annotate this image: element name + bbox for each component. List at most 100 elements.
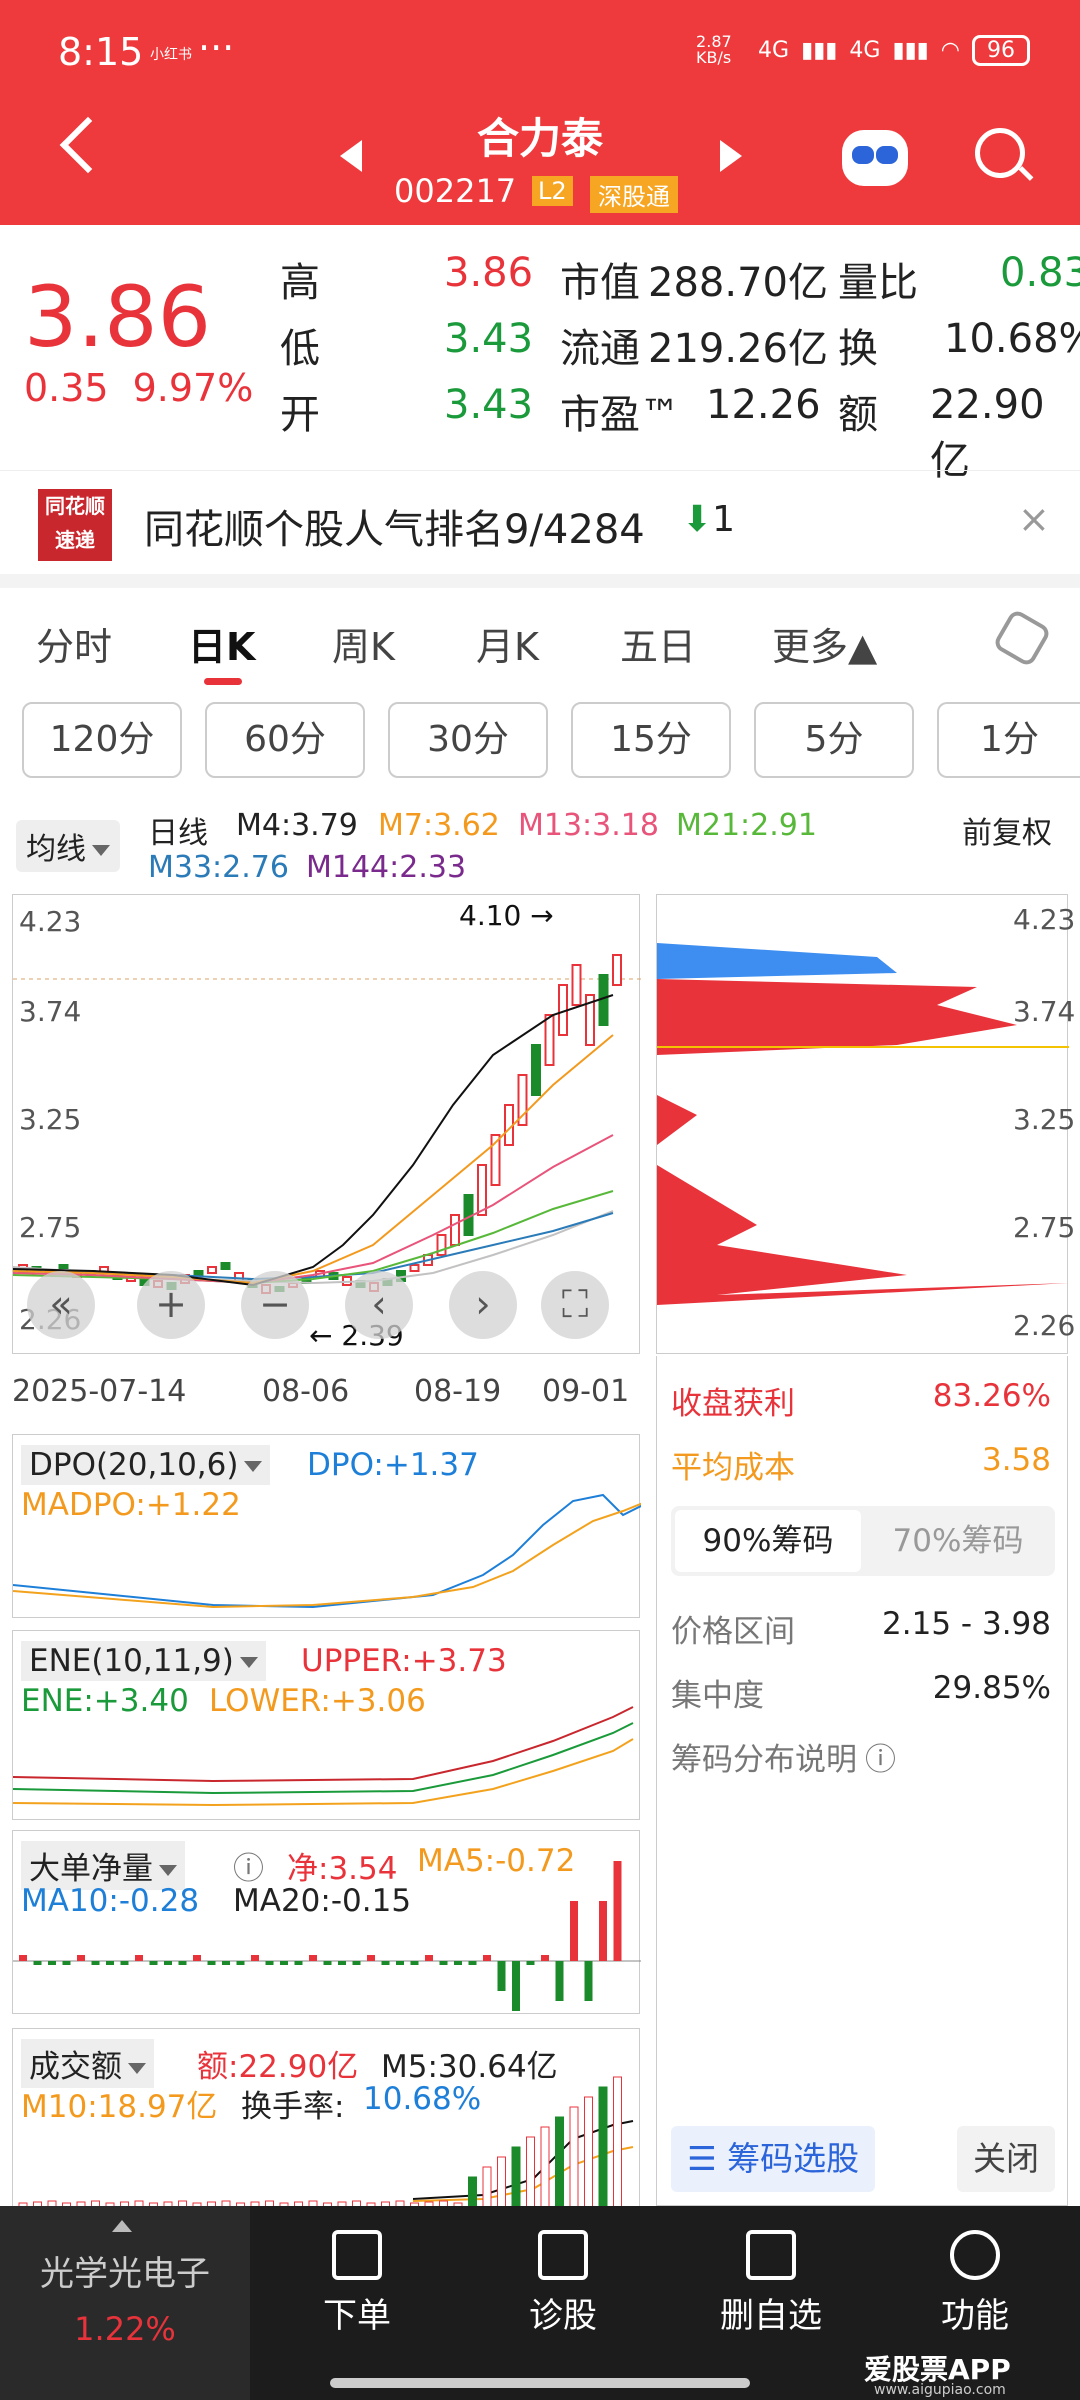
ene-selector[interactable]: ENE(10,11,9) [21, 1641, 266, 1681]
pan-right-icon[interactable]: › [449, 1271, 517, 1339]
pan-left-icon[interactable]: ‹ [345, 1271, 413, 1339]
fullscreen-icon[interactable]: ⛶ [541, 1271, 609, 1339]
dpo-value: DPO:+1.37 [307, 1447, 479, 1483]
vol-ratio-label: 量比 [838, 260, 918, 306]
bigorder-bar [77, 1955, 85, 1961]
chip-explain-link[interactable]: 筹码分布说明 ⓘ [671, 1734, 1051, 1779]
function-button[interactable]: 功能 [920, 2230, 1030, 2337]
remove-watchlist-button[interactable]: 删自选 [706, 2230, 836, 2337]
high-label: 高 [280, 260, 320, 306]
low-value: 3.43 [444, 316, 534, 362]
sector-pct: 1.22% [74, 2310, 176, 2348]
tab-70-chip[interactable]: 70%筹码 [892, 1523, 1024, 1559]
period-label: 日线 [148, 816, 208, 851]
bigorder-bar [526, 1961, 535, 1965]
bottom-toolbar: 光学光电子 1.22% 下单 诊股 删自选 功能 爱股票APP www.aigu… [0, 2206, 1080, 2400]
prev-stock-icon[interactable] [340, 140, 362, 172]
bigorder-selector[interactable]: 大单净量 [21, 1841, 185, 1890]
chip-distribution-chart[interactable]: 4.23 3.74 3.25 2.75 2.26 [656, 894, 1075, 1354]
volume-name: 成交额 [29, 2049, 122, 2085]
volume-bar [584, 2096, 593, 2207]
chip-select-button[interactable]: ☰ 筹码选股 [671, 2126, 876, 2192]
chip-close-button[interactable]: 关闭 [957, 2126, 1055, 2192]
ene-panel[interactable]: ENE(10,11,9) UPPER:+3.73 ENE:+3.40 LOWER… [12, 1630, 640, 1820]
bigorder-bar [454, 1961, 462, 1965]
tab-monthly-k[interactable]: 月K [476, 625, 539, 669]
rank-text: 同花顺个股人气排名9/4284 [144, 507, 645, 553]
tab-90-chip[interactable]: 90%筹码 [675, 1510, 861, 1572]
kline-chart[interactable]: 4.23 3.74 3.25 2.75 2.26 4.10 → ← 2.39 «… [12, 894, 641, 1354]
tab-five-day[interactable]: 五日 [620, 625, 697, 669]
sector-block[interactable]: 光学光电子 1.22% [0, 2206, 250, 2400]
bigorder-bar [193, 1955, 201, 1961]
close-icon[interactable]: × [1018, 497, 1050, 541]
popularity-banner[interactable]: 同花顺 速递 同花顺个股人气排名9/4284 ⬇1 × [0, 470, 1080, 570]
candle [585, 994, 595, 1046]
pill-120min[interactable]: 120分 [22, 702, 182, 778]
zoom-in-icon[interactable]: + [137, 1271, 205, 1339]
y-tick: 3.74 [19, 995, 82, 1028]
bigorder-bar [48, 1961, 56, 1965]
avg-cost-row: 平均成本 3.58 [671, 1442, 1051, 1487]
assistant-robot-icon[interactable] [842, 130, 908, 186]
tab-daily-k[interactable]: 日K [188, 625, 256, 669]
ene-svg [13, 1706, 634, 1807]
bigorder-bar [164, 1961, 172, 1965]
tab-more[interactable]: 更多▲ [772, 625, 878, 669]
diagnose-icon [538, 2230, 588, 2280]
adjustment-label[interactable]: 前复权 [962, 816, 1052, 851]
search-icon[interactable] [975, 128, 1025, 178]
help-icon: ⓘ [865, 1742, 896, 1778]
pill-30min[interactable]: 30分 [388, 702, 548, 778]
x-tick: 09-01 [542, 1374, 630, 1409]
chip-band-red-2 [657, 1095, 1069, 1305]
tab-weekly-k[interactable]: 周K [332, 625, 395, 669]
bigorder-svg [13, 1861, 641, 2011]
volume-bar [540, 2126, 550, 2207]
last-price: 3.86 [24, 268, 212, 366]
zoom-out-far-icon[interactable]: « [27, 1271, 95, 1339]
candle [58, 1264, 69, 1269]
float-label: 流通 [560, 326, 640, 372]
bigorder-bar [19, 1955, 27, 1961]
bigorder-net: 净:3.54 [287, 1851, 398, 1887]
turnover-value: 10.68% [363, 2081, 482, 2117]
volume-selector[interactable]: 成交额 [21, 2039, 154, 2088]
zoom-out-icon[interactable]: − [241, 1271, 309, 1339]
diagnose-button[interactable]: 诊股 [508, 2230, 618, 2337]
help-icon[interactable]: ⓘ [233, 1851, 264, 1887]
order-button[interactable]: 下单 [302, 2230, 412, 2337]
ma-indicator-row: 均线 日线 M4:3.79 M7:3.62 M13:3.18 M21:2.91 … [0, 800, 1080, 890]
tab-intraday[interactable]: 分时 [36, 625, 113, 669]
dropdown-icon [244, 1461, 263, 1472]
ma-selector[interactable]: 均线 [16, 820, 120, 872]
concentration-row: 集中度 29.85% [671, 1670, 1051, 1715]
expand-up-icon [112, 2220, 132, 2232]
chip-explain-label: 筹码分布说明 [671, 1742, 857, 1778]
volume-panel[interactable]: 成交额 额:22.90亿 M5:30.64亿 M10:18.97亿 换手率: 1… [12, 2028, 640, 2207]
bigorder-bar [468, 1961, 477, 1965]
dpo-panel[interactable]: DPO(20,10,6) DPO:+1.37 MADPO:+1.22 [12, 1434, 641, 1618]
pill-15min[interactable]: 15分 [571, 702, 731, 778]
ene-line [13, 1722, 634, 1795]
settings-icon[interactable] [991, 607, 1053, 669]
volume-bar [192, 2202, 202, 2207]
volume-bar [105, 2202, 115, 2207]
pill-60min[interactable]: 60分 [205, 702, 365, 778]
volume-bar [294, 2201, 303, 2207]
next-stock-icon[interactable] [720, 140, 742, 172]
ma7-value: M7:3.62 [378, 808, 500, 843]
bigorder-panel[interactable]: 大单净量 ⓘ 净:3.54 MA5:-0.72 MA10:-0.28 MA20:… [12, 1830, 641, 2014]
y-tick: 2.75 [19, 1211, 82, 1244]
bigorder-bar [599, 1901, 607, 1961]
chip-select-label: 筹码选股 [727, 2139, 860, 2178]
status-bar: 8:15 小红书 ··· 2.87 KB/s 4G ▮▮▮ 4G ▮▮▮ ◠ 9… [0, 0, 1080, 100]
pill-5min[interactable]: 5分 [754, 702, 914, 778]
top-bar: 8:15 小红书 ··· 2.87 KB/s 4G ▮▮▮ 4G ▮▮▮ ◠ 9… [0, 0, 1080, 225]
bigorder-bar [570, 1901, 578, 1961]
pill-1min[interactable]: 1分 [937, 702, 1080, 778]
concentration-value: 29.85% [932, 1670, 1051, 1706]
minute-pills: 120分 60分 30分 15分 5分 1分 [0, 700, 1080, 790]
ma-selector-label: 均线 [26, 832, 86, 867]
dpo-selector[interactable]: DPO(20,10,6) [21, 1445, 271, 1485]
